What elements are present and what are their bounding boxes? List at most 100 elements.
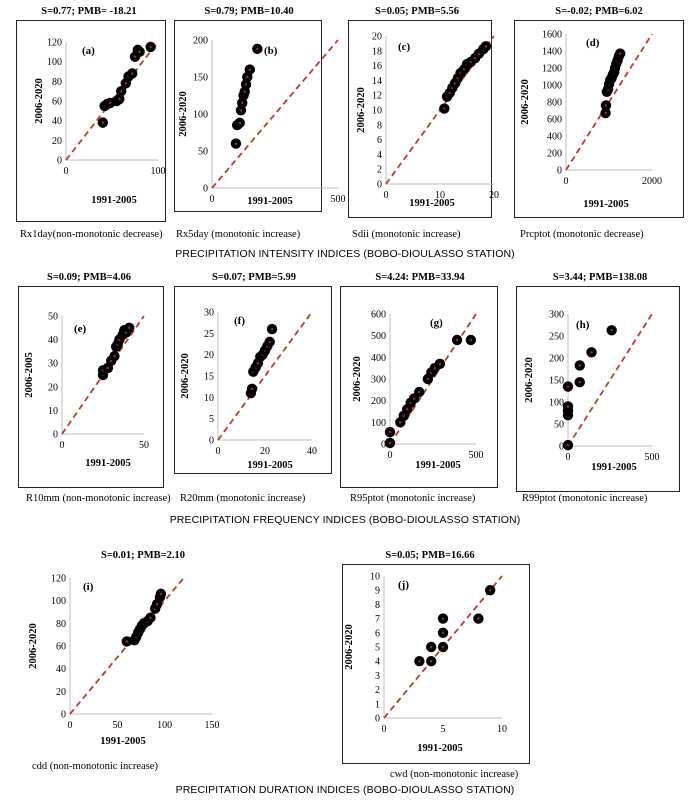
- y-tick-label: 14: [372, 76, 382, 87]
- scatter-plot-i: 0 20 40 60 80 100 120 0 50 100 150 (i) 1991-2005 2006…: [28, 574, 220, 748]
- y-tick-label: 800: [547, 98, 562, 109]
- chart-panel-g: S=4.24: PMB=33.94 0 100 200 300 400 500 600 0 500…: [340, 272, 500, 504]
- x-tick-label: 500: [645, 452, 660, 463]
- y-tick-label: 250: [549, 332, 564, 343]
- x-tick-label: 0: [68, 720, 73, 731]
- x-tick-label: 0: [566, 452, 571, 463]
- y-tick-label: 4: [375, 657, 380, 668]
- data-point-center: [604, 104, 608, 107]
- y-tick-label: 9: [375, 586, 380, 597]
- y-tick-label: 1600: [542, 30, 562, 41]
- data-point-center: [250, 387, 254, 391]
- index-caption: R10mm (non-monotonic increase): [26, 493, 171, 504]
- scatter-plot-f: 0 5 10 15 20 25 30 0 20 40 (f) 1991-2005 2006-2020: [180, 308, 317, 472]
- panel-label: (j): [398, 579, 409, 591]
- data-point-center: [119, 89, 123, 93]
- data-point-center: [441, 617, 445, 620]
- data-point-center: [566, 443, 570, 447]
- y-tick-label: 80: [56, 619, 66, 630]
- x-tick-label: 10: [497, 724, 507, 735]
- index-caption: cdd (non-monotonic increase): [32, 761, 158, 772]
- index-caption: R95ptot (monotonic increase): [350, 493, 476, 504]
- y-tick-label: 10: [204, 393, 214, 404]
- y-tick-label: 300: [549, 310, 564, 321]
- data-point-center: [113, 354, 116, 358]
- y-tick-label: 8: [377, 120, 382, 131]
- y-tick-label: 0: [209, 436, 214, 447]
- y-tick-label: 100: [549, 398, 564, 409]
- data-point-center: [566, 405, 570, 408]
- y-tick-label: 15: [204, 372, 214, 383]
- chart-panel-j: S=0.05; PMB=16.66 0 1 2 3 4 5 6 7 8 9 10 0 5 10 (j) 1991…: [330, 548, 530, 780]
- y-tick-label: 40: [56, 664, 66, 675]
- y-tick-label: 10: [370, 572, 380, 583]
- scatter-plot-h: 0 50 100 150 200 250 300 0 500 (h) 1991-2005 2006-2…: [524, 310, 660, 474]
- x-axis-label: 1991-2005: [247, 196, 293, 207]
- y-tick-label: 200: [371, 396, 386, 407]
- stat-label: S=0.77; PMB= -18.21: [41, 6, 137, 17]
- index-caption: cwd (non-monotonic increase): [390, 769, 519, 780]
- chart-panel-i: S=0.01; PMB=2.10 0 20 40 60 80 100 120 0 50 100 150…: [28, 548, 238, 773]
- index-caption: Sdii (monotonic increase): [352, 229, 461, 240]
- data-point-center: [488, 588, 492, 592]
- y-tick-label: 7: [375, 614, 380, 625]
- x-tick-label: 0: [564, 176, 569, 187]
- chart-panel-b: S=0.79; PMB=10.40 0 50 100 150 200 0 500 (b) 1991…: [174, 6, 346, 240]
- data-point-center: [441, 631, 445, 635]
- data-point-center: [438, 362, 442, 366]
- x-tick-label: 100: [151, 166, 166, 177]
- section-title-frequency: PRECIPITATION FREQUENCY INDICES (BOBO-DI…: [169, 514, 521, 526]
- y-tick-label: 10: [372, 106, 382, 117]
- x-tick-label: 20: [260, 446, 270, 457]
- y-tick-label: 1200: [542, 64, 562, 75]
- index-caption: Rx5day (monotonic increase): [176, 229, 301, 240]
- panel-label: (d): [586, 37, 600, 49]
- chart-panel-h: S=3.44; PMB=138.08 0 50 100 150 200 250 300 0 500…: [516, 272, 684, 504]
- y-tick-label: 4: [377, 150, 382, 161]
- data-point-center: [469, 338, 473, 342]
- y-tick-label: 100: [47, 57, 62, 68]
- y-tick-label: 18: [372, 46, 382, 57]
- data-point-center: [388, 430, 392, 434]
- y-tick-label: 0: [377, 180, 382, 191]
- x-tick-label: 0: [64, 166, 69, 177]
- y-tick-label: 0: [57, 156, 62, 167]
- data-point-center: [610, 328, 613, 332]
- x-tick-label: 0: [60, 440, 65, 451]
- y-tick-label: 300: [371, 375, 386, 386]
- index-caption: Rx1day(non-monotonic decrease): [20, 229, 163, 240]
- y-tick-label: 100: [371, 418, 386, 429]
- y-tick-label: 50: [554, 420, 564, 431]
- y-tick-label: 25: [204, 329, 214, 340]
- y-tick-label: 6: [377, 135, 382, 146]
- section-title-intensity: PRECIPITATION INTENSITY INDICES (BOBO-DI…: [175, 248, 515, 260]
- chart-panel-e: S=0.09; PMB=4.06 0 10 20 30 40 50 0 50 (e) 1991-20…: [14, 272, 171, 504]
- x-axis-label: 1991-2005: [415, 460, 461, 471]
- data-point-center: [484, 45, 488, 48]
- x-axis-label: 1991-2005: [85, 458, 131, 469]
- y-tick-label: 20: [56, 687, 66, 698]
- y-tick-label: 20: [48, 382, 58, 393]
- chart-frame: [516, 286, 680, 492]
- y-tick-label: 2: [377, 165, 382, 176]
- index-caption: Prcptot (monotonic decrease): [520, 229, 644, 240]
- y-axis-label: 2006-2005: [24, 352, 35, 398]
- y-tick-label: 5: [375, 643, 380, 654]
- data-point-center: [412, 397, 416, 400]
- x-axis-label: 1991-2005: [591, 462, 637, 473]
- y-tick-label: 40: [48, 335, 58, 346]
- y-axis-label: 2006-2020: [352, 356, 363, 402]
- panel-label: (g): [430, 317, 443, 329]
- y-axis-label: 2006-2020: [524, 357, 535, 403]
- x-tick-label: 10: [435, 190, 445, 201]
- data-point-center: [455, 338, 459, 342]
- y-tick-label: 60: [56, 642, 66, 653]
- y-tick-label: 80: [52, 77, 62, 88]
- data-point-center: [433, 366, 437, 370]
- y-axis-label: 2006-2020: [28, 623, 39, 669]
- chart-frame: [348, 20, 492, 218]
- scatter-plot-e: 0 10 20 30 40 50 0 50 (e) 1991-2005 2006-2005: [24, 312, 149, 470]
- y-tick-label: 0: [203, 184, 208, 195]
- y-tick-label: 20: [204, 350, 214, 361]
